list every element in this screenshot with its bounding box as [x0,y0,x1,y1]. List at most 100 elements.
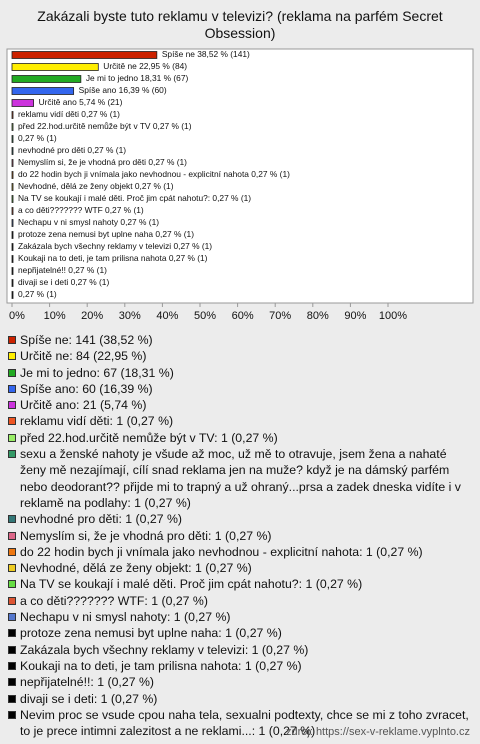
legend-text: Spíše ano: 60 (16,39 %) [20,381,153,396]
legend-item: Nechapu v ni smysl nahoty: 1 (0,27 %) [8,609,472,625]
legend-item: Nemyslím si, že je vhodná pro děti: 1 (0… [8,528,472,544]
bar [11,87,75,95]
bar [11,63,99,71]
legend-text: do 22 hodin bych ji vnímala jako nevhodn… [20,544,423,559]
legend-text: protoze zena nemusi byt uplne naha: 1 (0… [20,626,282,641]
legend-item: sexu a ženské nahoty je všude až moc, už… [8,446,472,511]
legend-swatch [8,694,16,703]
legend-swatch [8,596,16,605]
bar [11,243,14,251]
bar [11,75,82,83]
chart-title: Zakázali byste tuto reklamu v televizi? … [37,8,443,41]
source: zdroj: https://sex-v-reklame.vyplnto.cz [285,726,470,738]
legend-swatch [8,531,16,540]
legend-item: Nevim proc se vsude cpou naha tela, sexu… [8,707,472,740]
bar-label: Nechapu v ni smysl nahoty 0,27 % (1) [18,217,159,227]
legend-swatch [8,368,16,377]
bar-label: 0,27 % (1) [18,289,57,299]
bar-label: do 22 hodin bych ji vnímala jako nevhodn… [18,169,290,179]
legend-item: Spíše ne: 141 (38,52 %) [8,332,472,348]
x-tick-label: 30% [119,310,141,322]
legend-swatch [8,710,16,719]
x-tick-label: 0% [9,310,25,322]
bar-label: Zakázala bych všechny reklamy v televizi… [18,241,212,251]
bar-label: reklamu vidí děti 0,27 % (1) [18,109,120,119]
bar-label: Nemyslím si, že je vhodná pro děti 0,27 … [18,157,187,167]
bar [11,111,14,119]
legend-text: reklamu vidí děti: 1 (0,27 %) [20,414,174,429]
legend-text: divaji se i deti: 1 (0,27 %) [20,691,158,706]
bar [11,231,14,239]
bar [11,159,14,167]
legend-swatch [8,515,16,524]
legend-item: Na TV se koukají i malé děti. Proč jim c… [8,576,472,592]
legend-swatch [8,401,16,410]
legend-text: Je mi to jedno: 67 (18,31 %) [20,365,174,380]
legend-item: před 22.hod.určitě nemůže být v TV: 1 (0… [8,430,472,446]
x-tick-label: 10% [44,310,66,322]
legend-item: do 22 hodin bych ji vnímala jako nevhodn… [8,544,472,560]
legend-swatch [8,433,16,442]
bar [11,147,14,155]
legend-text: nepřijatelné!!: 1 (0,27 %) [20,675,154,690]
bar [11,183,14,191]
bar-label: Určitě ne 22,95 % (84) [103,61,187,71]
legend-text: Nechapu v ni smysl nahoty: 1 (0,27 %) [20,610,231,625]
bar [11,99,34,107]
bar [11,219,14,227]
legend-item: a co děti??????? WTF: 1 (0,27 %) [8,593,472,609]
legend-text: sexu a ženské nahoty je všude až moc, už… [20,447,461,510]
legend-text: před 22.hod.určitě nemůže být v TV: 1 (0… [20,430,278,445]
legend-swatch [8,661,16,670]
legend-text: Nemyslím si, že je vhodná pro děti: 1 (0… [20,528,272,543]
bar-label: Spíše ne 38,52 % (141) [162,49,250,59]
legend-item: nepřijatelné!!: 1 (0,27 %) [8,674,472,690]
chart: 0% 10% 20% 30% 40% 50% 60% 70% 80% 90% 100% Spíše n… [6,48,474,322]
legend-item: Nevhodné, dělá ze ženy objekt: 1 (0,27 %… [8,560,472,576]
x-tick-label: 80% [307,310,329,322]
bar [11,255,14,263]
legend-swatch [8,645,16,654]
legend-swatch [8,352,16,361]
bar [11,267,14,275]
legend-swatch [8,417,16,426]
legend-text: Zakázala bych všechny reklamy v televizi… [20,642,309,657]
legend-item: reklamu vidí děti: 1 (0,27 %) [8,413,472,429]
bar [11,123,14,131]
bar-label: Na TV se koukají i malé děti. Proč jim c… [18,193,251,203]
legend-text: Určitě ano: 21 (5,74 %) [20,398,147,413]
legend-swatch [8,564,16,573]
bar-label: nepřijatelné!! 0,27 % (1) [18,265,107,275]
bar [11,195,14,203]
legend-item: Koukaji na to deti, je tam prilisna naho… [8,658,472,674]
x-tick-label: 90% [344,310,366,322]
legend-text: Nevim proc se vsude cpou naha tela, sexu… [20,707,469,739]
bar-label: Je mi to jedno 18,31 % (67) [86,73,189,83]
legend-text: Nevhodné, dělá ze ženy objekt: 1 (0,27 %… [20,561,252,576]
legend-text: Spíše ne: 141 (38,52 %) [20,333,153,347]
legend-item: Je mi to jedno: 67 (18,31 %) [8,365,472,381]
x-tick-label: 100% [379,310,407,322]
legend-text: Určitě ne: 84 (22,95 %) [20,349,147,364]
bar [11,207,14,215]
legend-item: divaji se i deti: 1 (0,27 %) [8,691,472,707]
x-tick-label: 70% [269,310,291,322]
legend-item: protoze zena nemusi byt uplne naha: 1 (0… [8,625,472,641]
x-tick-label: 60% [232,310,254,322]
legend-swatch [8,450,16,459]
legend-swatch [8,580,16,589]
legend-item: nevhodné pro děti: 1 (0,27 %) [8,511,472,527]
legend-swatch [8,336,16,344]
bar [11,135,14,143]
bar-label: 0,27 % (1) [18,133,57,143]
legend-text: nevhodné pro děti: 1 (0,27 %) [20,512,183,527]
bar-label: protoze zena nemusi byt uplne naha 0,27 … [18,229,194,239]
bar [11,171,14,179]
legend-swatch [8,384,16,393]
legend-item: Určitě ne: 84 (22,95 %) [8,348,472,364]
bar [11,279,14,287]
legend-swatch [8,629,16,638]
x-tick-label: 20% [81,310,103,322]
legend-swatch [8,547,16,556]
